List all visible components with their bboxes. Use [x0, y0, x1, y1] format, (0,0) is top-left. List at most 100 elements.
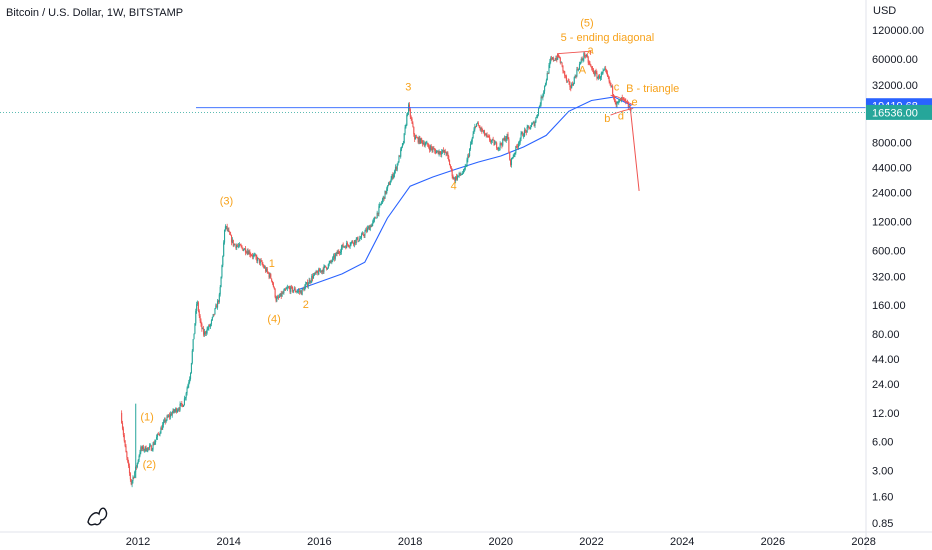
candle-body — [255, 254, 257, 258]
candle-body — [464, 166, 466, 170]
candle-body — [457, 175, 459, 177]
candle-body — [264, 267, 266, 269]
candle-body — [555, 58, 557, 61]
candle-body — [435, 150, 437, 154]
candle-body — [405, 125, 407, 128]
y-tick-label: 160.00 — [872, 300, 906, 312]
candle-body — [366, 229, 368, 232]
candle-body — [550, 58, 552, 62]
candle-body — [300, 290, 302, 295]
candle-body — [153, 443, 155, 445]
candle-body — [203, 328, 205, 335]
candle-body — [358, 240, 360, 242]
candle-body — [321, 269, 323, 272]
candle-body — [482, 131, 484, 132]
candle-body — [205, 333, 207, 334]
candle-body — [518, 142, 520, 144]
candle-body — [201, 323, 203, 329]
candle-body — [181, 403, 183, 405]
candle-body — [475, 126, 477, 128]
candle-body — [148, 447, 150, 449]
candle-body — [432, 148, 434, 151]
candle-body — [423, 142, 425, 146]
candle-body — [624, 98, 626, 100]
x-tick-label: 2024 — [670, 536, 694, 548]
wave-label: 5 - ending diagonal — [561, 32, 655, 44]
candle-body — [352, 241, 354, 244]
candle-body — [546, 73, 548, 81]
wave-label: 4 — [451, 180, 457, 192]
candle-body — [339, 251, 342, 253]
candle-body — [489, 136, 491, 141]
candle-body — [506, 133, 508, 139]
candle-body — [278, 296, 281, 298]
candle-body — [251, 255, 254, 257]
x-tick-label: 2014 — [216, 536, 240, 548]
candle-body — [328, 262, 330, 265]
candle-body — [134, 471, 136, 478]
candle-body — [465, 166, 467, 167]
candle-body — [595, 71, 597, 73]
candle-body — [267, 271, 269, 274]
candle-body — [485, 134, 487, 136]
candle-body — [192, 339, 194, 351]
candle-body — [619, 99, 622, 102]
candle-body — [171, 412, 173, 416]
candle-body — [469, 144, 472, 150]
candle-body — [291, 286, 293, 288]
candle-body — [445, 152, 447, 155]
candle-body — [297, 291, 299, 292]
candle-body — [316, 271, 318, 273]
candle-body — [325, 265, 327, 268]
candle-body — [222, 256, 224, 266]
candle-body — [524, 130, 526, 137]
candle-body — [616, 101, 618, 106]
candle-body — [611, 86, 613, 87]
candle-body — [163, 419, 165, 422]
candle-body — [558, 57, 560, 58]
candle-body — [232, 239, 234, 246]
moving-average-layer — [296, 96, 632, 291]
candle-body — [408, 104, 410, 113]
candle-body — [204, 331, 206, 334]
candle-body — [313, 272, 315, 276]
wave-label: (4) — [267, 314, 280, 326]
candle-body — [499, 143, 501, 148]
candle-body — [471, 138, 473, 142]
wave-label: B - triangle — [626, 83, 679, 95]
candle-body — [561, 62, 563, 66]
candle-body — [342, 244, 344, 248]
candle-body — [570, 87, 572, 89]
candle-body — [559, 57, 561, 63]
candle-body — [592, 69, 595, 74]
candle-body — [162, 424, 164, 430]
candle-body — [305, 282, 308, 285]
candle-body — [394, 167, 397, 171]
candle-body — [346, 243, 349, 245]
candle-body — [554, 59, 556, 61]
y-tick-label: 44.00 — [872, 354, 900, 366]
candle-body — [470, 141, 472, 145]
candle-body — [522, 132, 524, 137]
candle-body — [403, 133, 405, 144]
candle-body — [519, 138, 521, 143]
candle-body — [309, 279, 311, 283]
candle-body — [539, 104, 541, 107]
candle-body — [491, 139, 493, 141]
candle-body — [459, 173, 461, 175]
candle-body — [209, 324, 211, 327]
candle-body — [609, 81, 611, 83]
candle-body — [271, 280, 274, 284]
candle-body — [421, 138, 423, 141]
candle-body — [330, 260, 332, 262]
candle-body — [406, 115, 408, 126]
candle-body — [592, 68, 594, 70]
candle-body — [147, 447, 149, 451]
x-tick-label: 2022 — [579, 536, 603, 548]
wave-label: 2 — [303, 299, 309, 311]
candle-body — [281, 292, 283, 297]
candle-body — [202, 328, 204, 330]
candle-body — [314, 272, 316, 274]
candle-body — [535, 117, 537, 123]
